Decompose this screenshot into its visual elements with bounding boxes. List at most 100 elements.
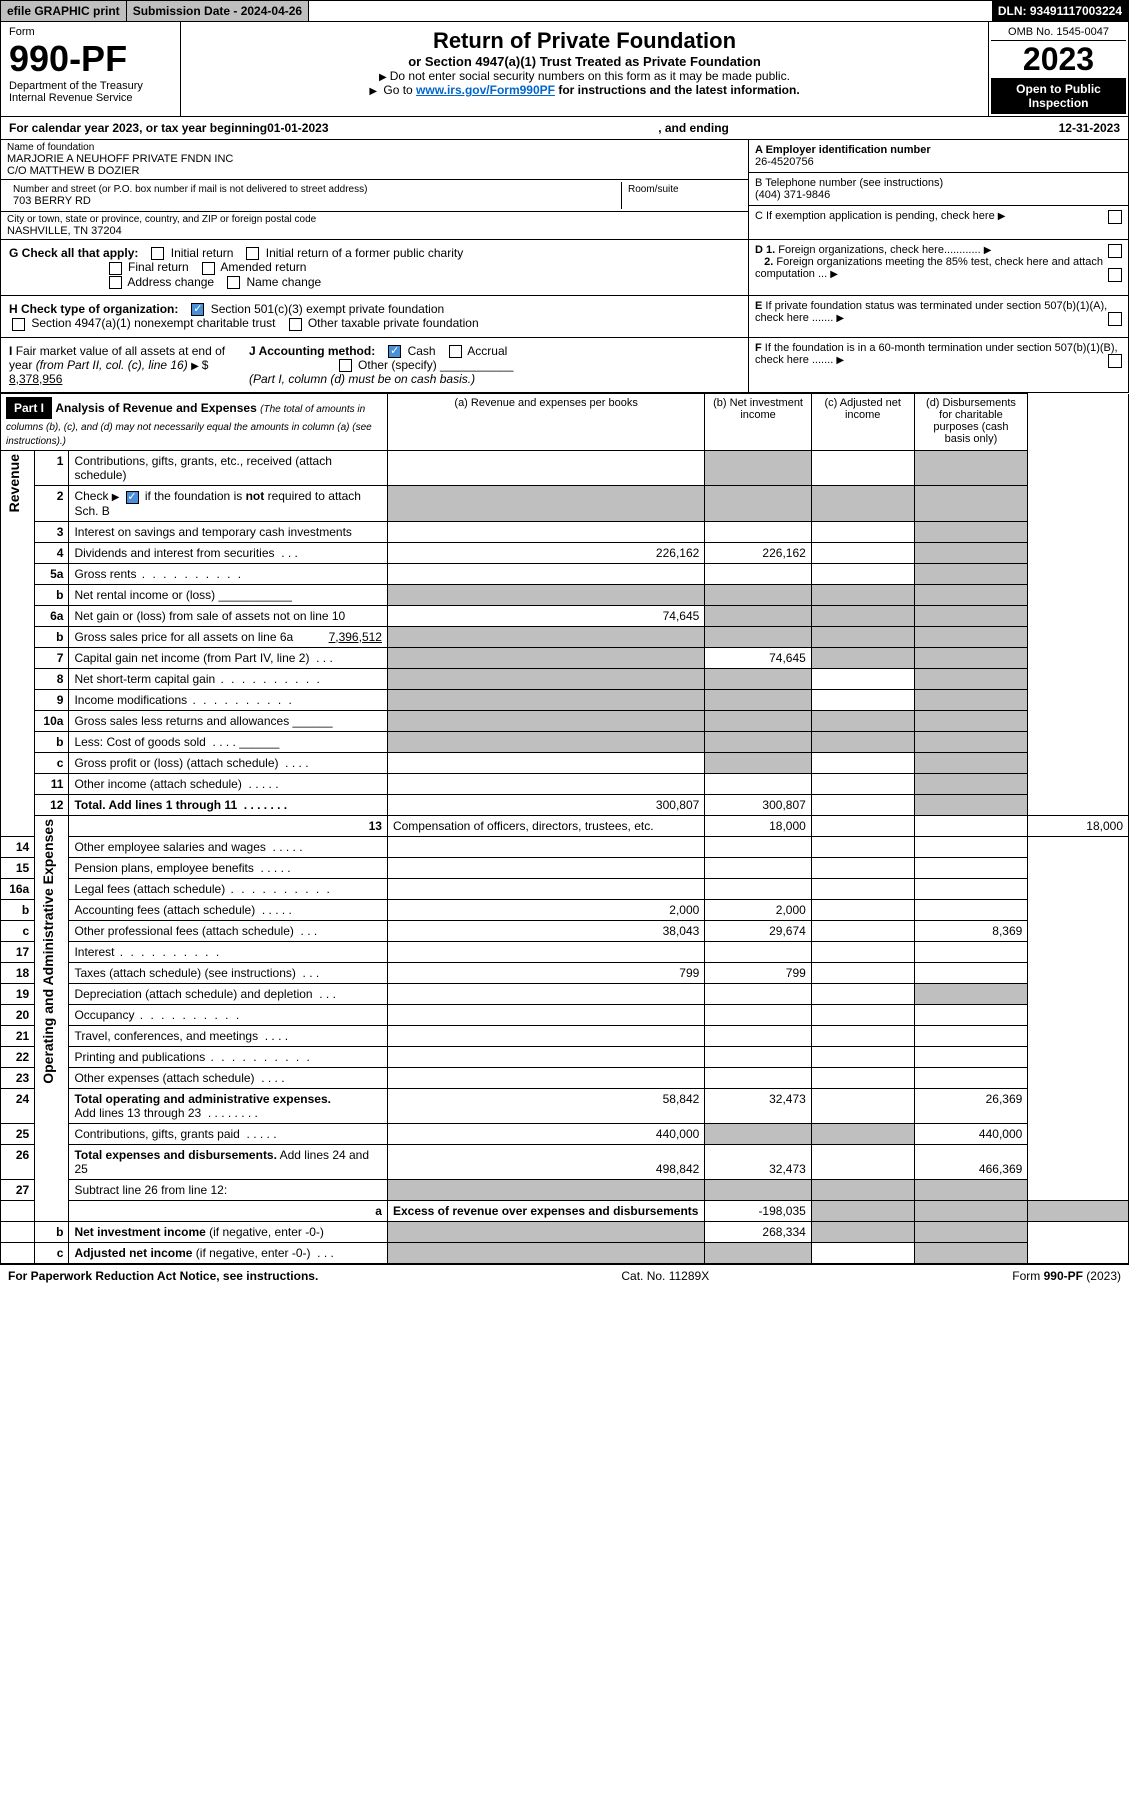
addr-block: Number and street (or P.O. box number if… [7, 182, 622, 209]
r13-desc: Compensation of officers, directors, tru… [387, 815, 704, 836]
row-7: 7Capital gain net income (from Part IV, … [1, 647, 1129, 668]
row-1: Revenue1Contributions, gifts, grants, et… [1, 451, 1129, 486]
col-c-header: (c) Adjusted net income [811, 394, 914, 451]
row-16a: 16aLegal fees (attach schedule) [1, 878, 1129, 899]
g-former: Initial return of a former public charit… [266, 246, 463, 260]
row-22: 22Printing and publications [1, 1046, 1129, 1067]
f-label: If the foundation is in a 60-month termi… [755, 342, 1118, 366]
f-checkbox[interactable] [1108, 354, 1122, 368]
j-accrual: Accrual [467, 344, 507, 358]
r21-desc: Travel, conferences, and meetings . . . … [69, 1025, 388, 1046]
r10b-desc: Less: Cost of goods sold . . . . ______ [69, 731, 388, 752]
r13-a: 18,000 [705, 815, 812, 836]
d1-checkbox[interactable] [1108, 244, 1122, 258]
row-21: 21Travel, conferences, and meetings . . … [1, 1025, 1129, 1046]
arrow-icon [836, 354, 847, 366]
r16c-d: 8,369 [914, 920, 1028, 941]
row-9: 9Income modifications [1, 689, 1129, 710]
c-label: C If exemption application is pending, c… [755, 210, 995, 222]
r13-d: 18,000 [1028, 815, 1129, 836]
j-block: J Accounting method: Cash Accrual Other … [229, 344, 740, 387]
part1-table: Part I Analysis of Revenue and Expenses … [0, 393, 1129, 1263]
room-label: Room/suite [628, 184, 736, 195]
r16b-desc: Accounting fees (attach schedule) . . . … [69, 899, 388, 920]
r24-b: 32,473 [705, 1088, 812, 1123]
r7-desc: Capital gain net income (from Part IV, l… [69, 647, 388, 668]
row-27b: bNet investment income (if negative, ent… [1, 1221, 1129, 1242]
g-former-checkbox[interactable] [246, 247, 259, 260]
g-initial-checkbox[interactable] [151, 247, 164, 260]
c-checkbox[interactable] [1108, 210, 1122, 224]
r18-desc: Taxes (attach schedule) (see instruction… [69, 962, 388, 983]
dln-label: DLN: 93491117003224 [992, 1, 1128, 21]
revenue-side: Revenue [1, 451, 35, 836]
r25-desc: Contributions, gifts, grants paid . . . … [69, 1123, 388, 1144]
j-accrual-checkbox[interactable] [449, 345, 462, 358]
r26-b: 32,473 [705, 1144, 812, 1179]
omb-number: OMB No. 1545-0047 [991, 24, 1126, 41]
d2-checkbox[interactable] [1108, 268, 1122, 282]
r10c-desc: Gross profit or (loss) (attach schedule)… [69, 752, 388, 773]
row-25: 25Contributions, gifts, grants paid . . … [1, 1123, 1129, 1144]
h-4947-checkbox[interactable] [12, 318, 25, 331]
form-meta-block: OMB No. 1545-0047 2023 Open to Public In… [988, 22, 1128, 116]
r16c-a: 38,043 [387, 920, 704, 941]
r16b-b: 2,000 [705, 899, 812, 920]
cal-mid: , and ending [329, 121, 1059, 135]
row-14: 14Other employee salaries and wages . . … [1, 836, 1129, 857]
arrow-icon [830, 268, 841, 280]
form-link[interactable]: www.irs.gov/Form990PF [416, 83, 555, 97]
g-final-checkbox[interactable] [109, 262, 122, 275]
r14-desc: Other employee salaries and wages . . . … [69, 836, 388, 857]
g-label: G Check all that apply: [9, 246, 138, 260]
r5b-desc: Net rental income or (loss) ___________ [69, 584, 388, 605]
row-5b: bNet rental income or (loss) ___________ [1, 584, 1129, 605]
form-subtitle: or Section 4947(a)(1) Trust Treated as P… [187, 54, 982, 69]
part1-label: Part I [6, 397, 52, 419]
r5a-desc: Gross rents [69, 563, 388, 584]
g-addr-checkbox[interactable] [109, 276, 122, 289]
phone-label: B Telephone number (see instructions) [755, 177, 1122, 189]
r4-a: 226,162 [387, 542, 704, 563]
e-block: E If private foundation status was termi… [748, 296, 1128, 337]
cal-pre: For calendar year 2023, or tax year begi… [9, 121, 267, 135]
h-501c3-checkbox[interactable] [191, 303, 204, 316]
row-20: 20Occupancy [1, 1004, 1129, 1025]
name-label: Name of foundation [7, 142, 742, 153]
r27a-a: -198,035 [705, 1200, 812, 1221]
j-cash-checkbox[interactable] [388, 345, 401, 358]
footer-mid: Cat. No. 11289X [621, 1269, 709, 1283]
h-other-checkbox[interactable] [289, 318, 302, 331]
r2-checkbox[interactable] [126, 491, 139, 504]
dept-label: Department of the Treasury [9, 80, 172, 92]
open-public-badge: Open to Public Inspection [991, 78, 1126, 114]
g-name-checkbox[interactable] [227, 276, 240, 289]
row-19: 19Depreciation (attach schedule) and dep… [1, 983, 1129, 1004]
arrow-icon [998, 210, 1009, 222]
form-id-block: Form 990-PF Department of the Treasury I… [1, 22, 181, 116]
irs-label: Internal Revenue Service [9, 92, 172, 104]
expenses-side: Operating and Administrative Expenses [35, 815, 69, 1221]
e-checkbox[interactable] [1108, 312, 1122, 326]
r3-desc: Interest on savings and temporary cash i… [69, 521, 388, 542]
h-501c3: Section 501(c)(3) exempt private foundat… [211, 302, 444, 316]
r6a-a: 74,645 [387, 605, 704, 626]
r27a-desc: Excess of revenue over expenses and disb… [387, 1200, 704, 1221]
r2-desc: Check if the foundation is not required … [69, 486, 388, 521]
instr-1: Do not enter social security numbers on … [187, 69, 982, 83]
r4-desc: Dividends and interest from securities .… [69, 542, 388, 563]
j-cash: Cash [408, 344, 436, 358]
g-amended-checkbox[interactable] [202, 262, 215, 275]
j-note: (Part I, column (d) must be on cash basi… [249, 372, 475, 386]
g-amended: Amended return [220, 260, 306, 274]
section-h-row: H Check type of organization: Section 50… [0, 296, 1129, 338]
row-27c: cAdjusted net income (if negative, enter… [1, 1242, 1129, 1263]
row-2: 2Check if the foundation is not required… [1, 486, 1129, 521]
j-other-checkbox[interactable] [339, 359, 352, 372]
row-27a: aExcess of revenue over expenses and dis… [1, 1200, 1129, 1221]
r22-desc: Printing and publications [69, 1046, 388, 1067]
room-block: Room/suite [622, 182, 742, 209]
form-header: Form 990-PF Department of the Treasury I… [0, 22, 1129, 117]
r24-a: 58,842 [387, 1088, 704, 1123]
col-a-header: (a) Revenue and expenses per books [387, 394, 704, 451]
